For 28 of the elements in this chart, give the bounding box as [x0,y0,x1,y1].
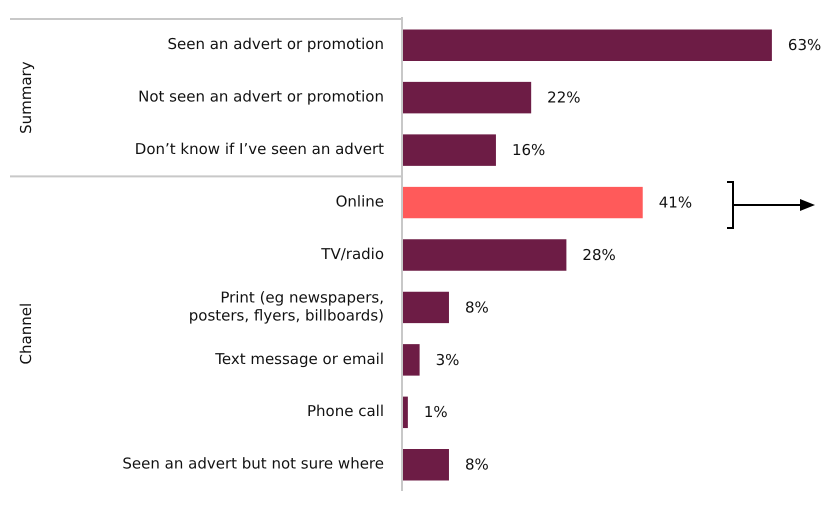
y-tick-label: Text message or email [214,350,384,368]
y-tick-label: Seen an advert but not sure where [122,454,384,473]
data-label: 1% [424,403,448,422]
y-tick-label: Seen an advert or promotion [167,35,384,54]
y-tick-label: TV/radio [320,244,384,263]
y-tick-label: Print (eg newspapers, posters, flyers, billboards) [188,288,384,324]
bar [402,449,449,481]
bar [402,186,643,218]
data-label: 16% [512,141,546,159]
bar [402,29,772,61]
bar [402,292,449,324]
text: Summary [16,61,35,134]
y-tick-label: Not seen an advert or promotion [138,88,384,106]
bar [402,82,532,114]
data-label: 41% [658,193,692,212]
data-label: 63% [788,36,822,54]
y-tick-label: Online [336,192,384,210]
data-label: 22% [547,88,581,107]
data-label: 3% [436,350,460,369]
data-label: 28% [582,246,616,264]
bar [402,134,496,166]
y-tick-label: Don’t know if I’ve seen an advert [134,140,384,158]
bar [402,239,566,271]
data-label: 8% [464,298,489,316]
data-label: 8% [464,456,489,474]
y-tick-label: Phone call [306,402,384,420]
text: Channel [16,302,35,364]
bar [402,344,420,376]
